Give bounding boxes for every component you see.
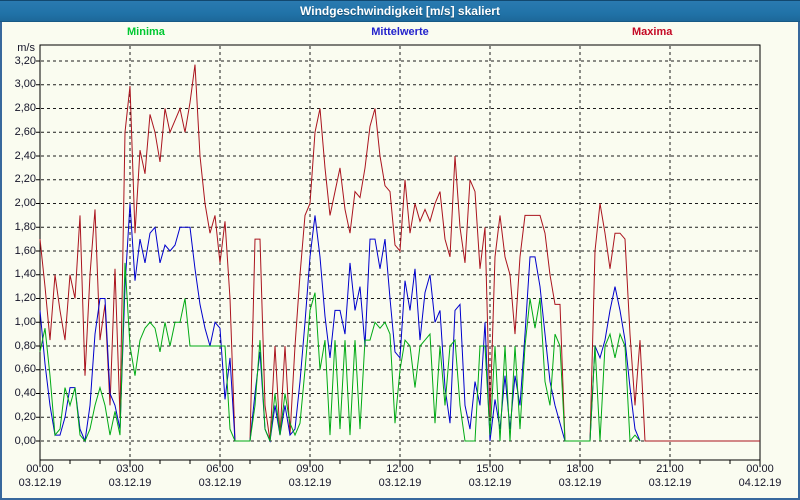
x-tick-time-label: 15:00 [476,463,504,475]
y-tick-label: 3,00 [14,78,36,91]
legend-item-minima: Minima [127,26,165,38]
series-mittelwerte [39,203,641,443]
legend-item-maxima: Maxima [632,26,673,38]
x-tick-date-label: 03.12.19 [558,477,602,489]
y-tick-label: 2,00 [14,197,36,209]
legend-item-mittelwerte: Mittelwerte [371,26,429,38]
x-tick-date-label: 03.12.19 [288,477,332,489]
x-tick-date-label: 03.12.19 [108,477,152,489]
y-tick-label: 1,40 [14,268,36,281]
y-tick-label: 0,00 [14,434,36,447]
y-tick-label: 1,20 [14,292,36,304]
y-tick-label: 0,40 [14,387,36,399]
y-axis-unit-label: m/s [17,42,35,54]
y-tick-label: 1,80 [14,220,36,233]
x-tick-time-label: 12:00 [386,463,414,475]
y-tick-label: 1,60 [14,244,36,257]
y-tick-label: 2,40 [14,149,36,162]
x-tick-time-label: 18:00 [566,463,594,475]
series-maxima [39,64,760,442]
y-tick-label: 3,20 [14,54,36,67]
x-tick-date-label: 04.12.19 [738,477,782,489]
y-tick-label: 0,60 [14,363,36,376]
y-tick-label: 2,80 [14,102,36,114]
x-tick-date-label: 03.12.19 [198,477,242,489]
series-minima [39,262,641,443]
x-tick-time-label: 00:00 [26,463,54,475]
y-tick-label: 0,80 [14,339,36,352]
y-tick-label: 1,00 [14,315,36,328]
x-tick-date-label: 03.12.19 [648,477,692,489]
window-title-bar: Windgeschwindigkeit [m/s] skaliert [0,0,800,22]
x-tick-date-label: 03.12.19 [18,477,62,489]
x-tick-time-label: 21:00 [656,463,684,475]
x-tick-time-label: 09:00 [296,463,324,475]
page-title: Windgeschwindigkeit [m/s] skaliert [300,4,500,18]
x-tick-time-label: 00:00 [746,463,774,475]
x-tick-time-label: 06:00 [206,463,234,475]
x-tick-time-label: 03:00 [116,463,144,475]
y-tick-label: 2,20 [14,173,36,186]
y-tick-label: 2,60 [14,125,36,138]
y-tick-label: 0,20 [14,410,36,423]
x-tick-date-label: 03.12.19 [378,477,422,489]
x-tick-date-label: 03.12.19 [468,477,512,489]
